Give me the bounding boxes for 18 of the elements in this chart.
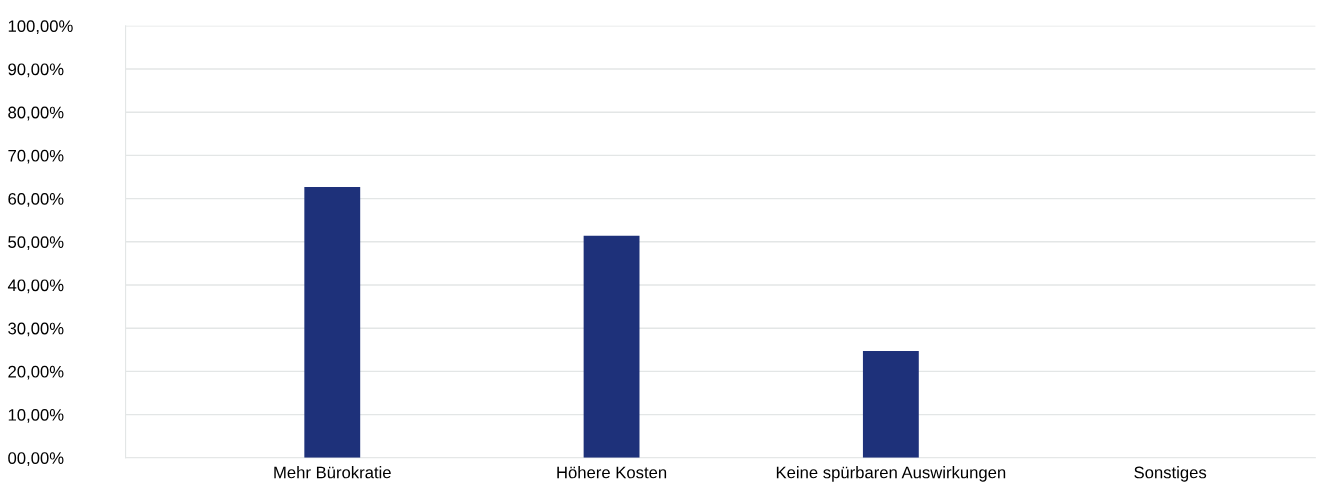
x-tick-label: Keine spürbaren Auswirkungen — [776, 466, 1006, 482]
y-tick-label: 00,00% — [8, 452, 64, 466]
y-tick-label: 50,00% — [8, 236, 64, 250]
bar — [862, 351, 919, 458]
y-tick-label: 70,00% — [8, 149, 64, 164]
x-tick-label: Mehr Bürokratie — [274, 466, 391, 479]
y-tick-label: 60,00% — [8, 193, 64, 207]
y-tick-label: 30,00% — [8, 322, 64, 337]
x-tick-label: Sonstiges — [1134, 466, 1207, 482]
y-tick-label: 10,00% — [8, 408, 64, 423]
bar — [583, 235, 640, 458]
y-tick-label: 20,00% — [8, 365, 64, 380]
y-tick-label: 100,00% — [8, 20, 73, 34]
y-tick-label: 40,00% — [7, 279, 64, 294]
y-tick-label: 80,00% — [8, 106, 64, 121]
y-tick-label: 90,00% — [8, 63, 64, 78]
bar — [304, 186, 361, 458]
x-tick-label: Höhere Kosten — [557, 466, 667, 479]
